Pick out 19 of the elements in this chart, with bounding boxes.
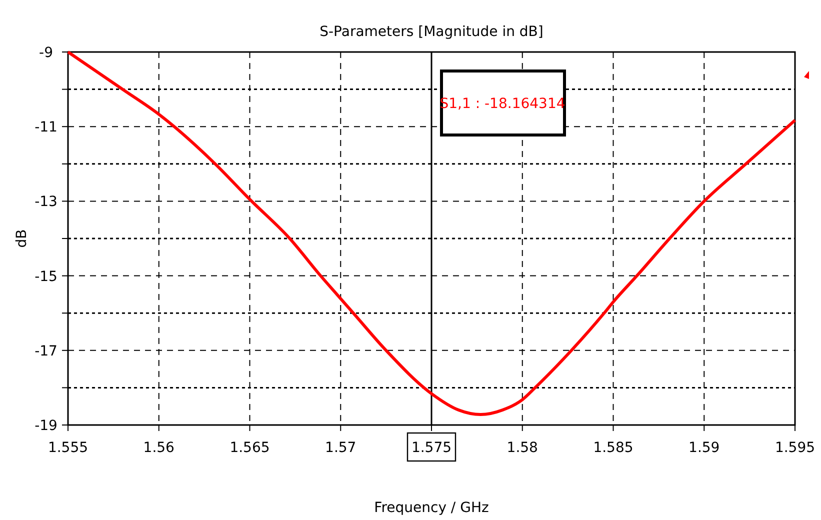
y-tick-label: -17	[34, 343, 58, 360]
x-tick-label: 1.585	[593, 440, 634, 456]
y-tick-label: -15	[34, 268, 58, 285]
y-tick-label: -9	[39, 45, 53, 61]
x-tick-label: 1.56	[143, 440, 175, 456]
x-tick-label: 1.575	[411, 440, 452, 456]
x-tick-label: 1.59	[688, 440, 720, 456]
x-axis-title: Frequency / GHz	[374, 500, 489, 516]
y-tick-label: -13	[34, 194, 58, 210]
x-tick-label: 1.565	[230, 440, 270, 456]
x-tick-label: 1.595	[774, 440, 816, 456]
y-tick-label: -11	[34, 120, 58, 136]
chart-title: S-Parameters [Magnitude in dB]	[320, 24, 544, 40]
x-tick-label: 1.58	[506, 440, 538, 456]
x-tick-label: 1.555	[48, 440, 88, 456]
y-tick-label: -19	[34, 418, 58, 434]
y-axis-title: dB	[14, 229, 30, 248]
line-series	[66, 50, 796, 416]
x-tick-label: 1.57	[325, 440, 356, 456]
